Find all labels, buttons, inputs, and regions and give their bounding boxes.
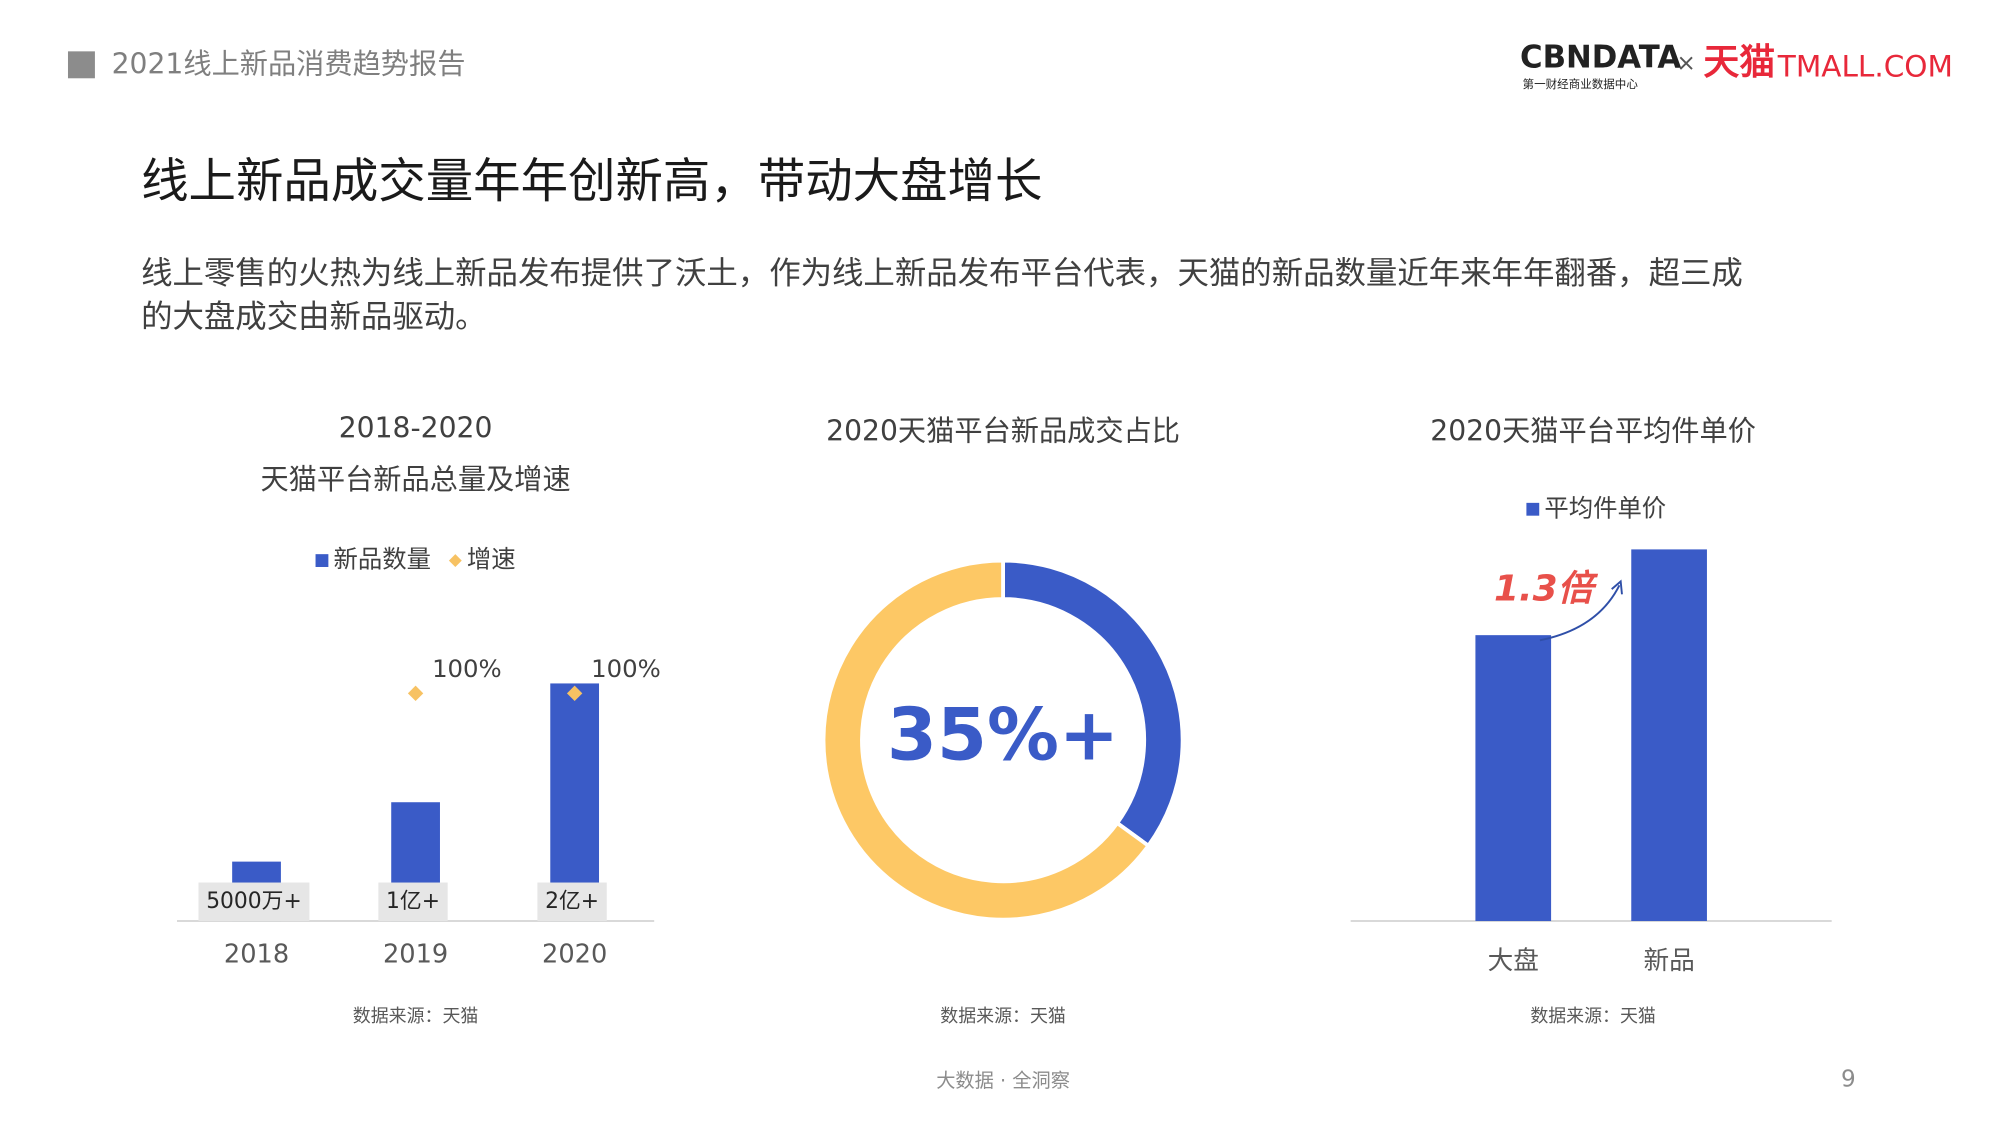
x-tick-label: 新品: [1643, 946, 1694, 976]
x-tick-label: 2018: [224, 940, 289, 970]
chart-title: 2020天猫平台新品成交占比: [826, 414, 1180, 447]
logo-partner: 天猫: [1703, 42, 1775, 83]
report-title: 2021线上新品消费趋势报告: [112, 47, 466, 80]
annotation: 1.3倍: [1494, 568, 1599, 609]
x-tick-label: 2020: [542, 940, 607, 970]
data-label: 100%: [432, 654, 502, 683]
logo-brand: CBNDATA: [1520, 40, 1681, 76]
legend-label: 新品数量: [334, 545, 431, 574]
body-line: 线上零售的火热为线上新品发布提供了沃土，作为线上新品发布平台代表，天猫的新品数量…: [141, 256, 1743, 292]
header-marker: [67, 51, 95, 79]
legend-label: 增速: [467, 545, 516, 574]
legend-swatch: [315, 554, 329, 567]
chart-subtitle: 天猫平台新品总量及增速: [260, 463, 570, 496]
logo-partner-domain: TMALL.COM: [1777, 50, 1953, 84]
label-box: [537, 882, 607, 922]
legend-swatch: [448, 554, 462, 567]
annotation-arrowhead: [1611, 579, 1623, 595]
annotation-arrow: [1539, 584, 1621, 642]
x-tick-label: 2019: [383, 940, 448, 970]
legend-item: 新品数量: [315, 545, 431, 574]
bar: [1475, 635, 1552, 922]
source-note: 数据来源：天猫: [353, 1006, 479, 1027]
data-label: 2亿+: [545, 889, 599, 914]
legend-item: 增速: [448, 545, 516, 574]
slide-title: 线上新品成交量年年创新高，带动大盘增长: [141, 155, 1042, 210]
footer-slogan: 大数据 · 全洞察: [936, 1069, 1070, 1092]
donut-segment: [821, 558, 1152, 922]
logo-brand-subtitle: 第一财经商业数据中心: [1523, 77, 1639, 91]
label-box: [378, 882, 448, 922]
data-label-box: 5000万+: [198, 882, 310, 922]
growth-marker: [407, 685, 424, 702]
logo-separator: ×: [1676, 51, 1695, 77]
legend-label: 平均件单价: [1544, 493, 1666, 522]
chart-title: 2020天猫平台平均件单价: [1430, 414, 1756, 447]
page-number: 9: [1841, 1067, 1856, 1093]
legend-swatch: [1526, 502, 1540, 516]
center-label: 35%+: [887, 693, 1119, 777]
growth-marker: [566, 685, 583, 702]
data-label: 100%: [591, 654, 661, 683]
data-label: 1亿+: [386, 889, 440, 914]
data-label-box: 1亿+: [378, 882, 448, 922]
x-tick-label: 大盘: [1488, 946, 1539, 976]
source-note: 数据来源：天猫: [1530, 1006, 1656, 1027]
bar: [1631, 549, 1707, 922]
chart-title: 2018-2020: [339, 412, 493, 445]
data-label-box: 2亿+: [537, 882, 607, 922]
source-note: 数据来源：天猫: [940, 1006, 1066, 1027]
bar: [550, 683, 600, 922]
label-box: [198, 882, 310, 922]
body-line: 的大盘成交由新品驱动。: [141, 299, 486, 335]
data-label: 5000万+: [206, 889, 302, 914]
legend-item: 平均件单价: [1526, 493, 1666, 522]
